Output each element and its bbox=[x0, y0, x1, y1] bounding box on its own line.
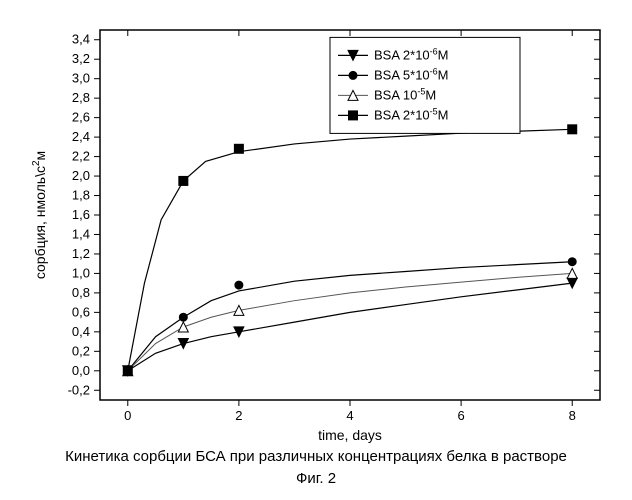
kinetics-chart: -0,2 0,0 0,2 0,4 0,6 0,8 1,0 1,2 1,4 1,6 1,8 2,0 2,2… bbox=[0, 0, 632, 445]
svg-text:4: 4 bbox=[346, 408, 353, 423]
svg-text:1,4: 1,4 bbox=[72, 226, 90, 241]
svg-text:0,2: 0,2 bbox=[72, 343, 90, 358]
caption-line-1: Кинетика сорбции БСА при различных конце… bbox=[0, 448, 632, 465]
svg-text:0,0: 0,0 bbox=[72, 363, 90, 378]
svg-text:BSA 5*10-6M: BSA 5*10-6M bbox=[374, 66, 449, 82]
svg-text:2: 2 bbox=[235, 408, 242, 423]
svg-text:2,8: 2,8 bbox=[72, 90, 90, 105]
svg-text:BSA 2*10-6M: BSA 2*10-6M bbox=[374, 46, 449, 62]
chart-container: -0,2 0,0 0,2 0,4 0,6 0,8 1,0 1,2 1,4 1,6 1,8 2,0 2,2… bbox=[0, 0, 632, 500]
svg-text:2,4: 2,4 bbox=[72, 129, 90, 144]
svg-text:3,2: 3,2 bbox=[72, 51, 90, 66]
svg-text:2,2: 2,2 bbox=[72, 149, 90, 164]
svg-text:6: 6 bbox=[457, 408, 464, 423]
svg-text:0,6: 0,6 bbox=[72, 304, 90, 319]
svg-text:1,8: 1,8 bbox=[72, 188, 90, 203]
svg-text:-0,2: -0,2 bbox=[68, 382, 90, 397]
svg-text:BSA 10-5M: BSA 10-5M bbox=[374, 86, 436, 102]
svg-text:1,0: 1,0 bbox=[72, 265, 90, 280]
svg-text:2,6: 2,6 bbox=[72, 110, 90, 125]
svg-text:0,4: 0,4 bbox=[72, 324, 90, 339]
svg-text:0: 0 bbox=[124, 408, 131, 423]
svg-text:3,4: 3,4 bbox=[72, 32, 90, 47]
svg-text:0,8: 0,8 bbox=[72, 285, 90, 300]
svg-text:1,2: 1,2 bbox=[72, 246, 90, 261]
svg-text:сорбция, нмоль\с2м: сорбция, нмоль\с2м bbox=[31, 151, 48, 279]
svg-text:2,0: 2,0 bbox=[72, 168, 90, 183]
svg-text:BSA 2*10-5M: BSA 2*10-5M bbox=[374, 106, 449, 122]
caption-line-2: Фиг. 2 bbox=[0, 470, 632, 487]
svg-text:3,0: 3,0 bbox=[72, 71, 90, 86]
svg-text:time, days: time, days bbox=[318, 427, 382, 443]
svg-text:1,6: 1,6 bbox=[72, 207, 90, 222]
svg-text:8: 8 bbox=[569, 408, 576, 423]
